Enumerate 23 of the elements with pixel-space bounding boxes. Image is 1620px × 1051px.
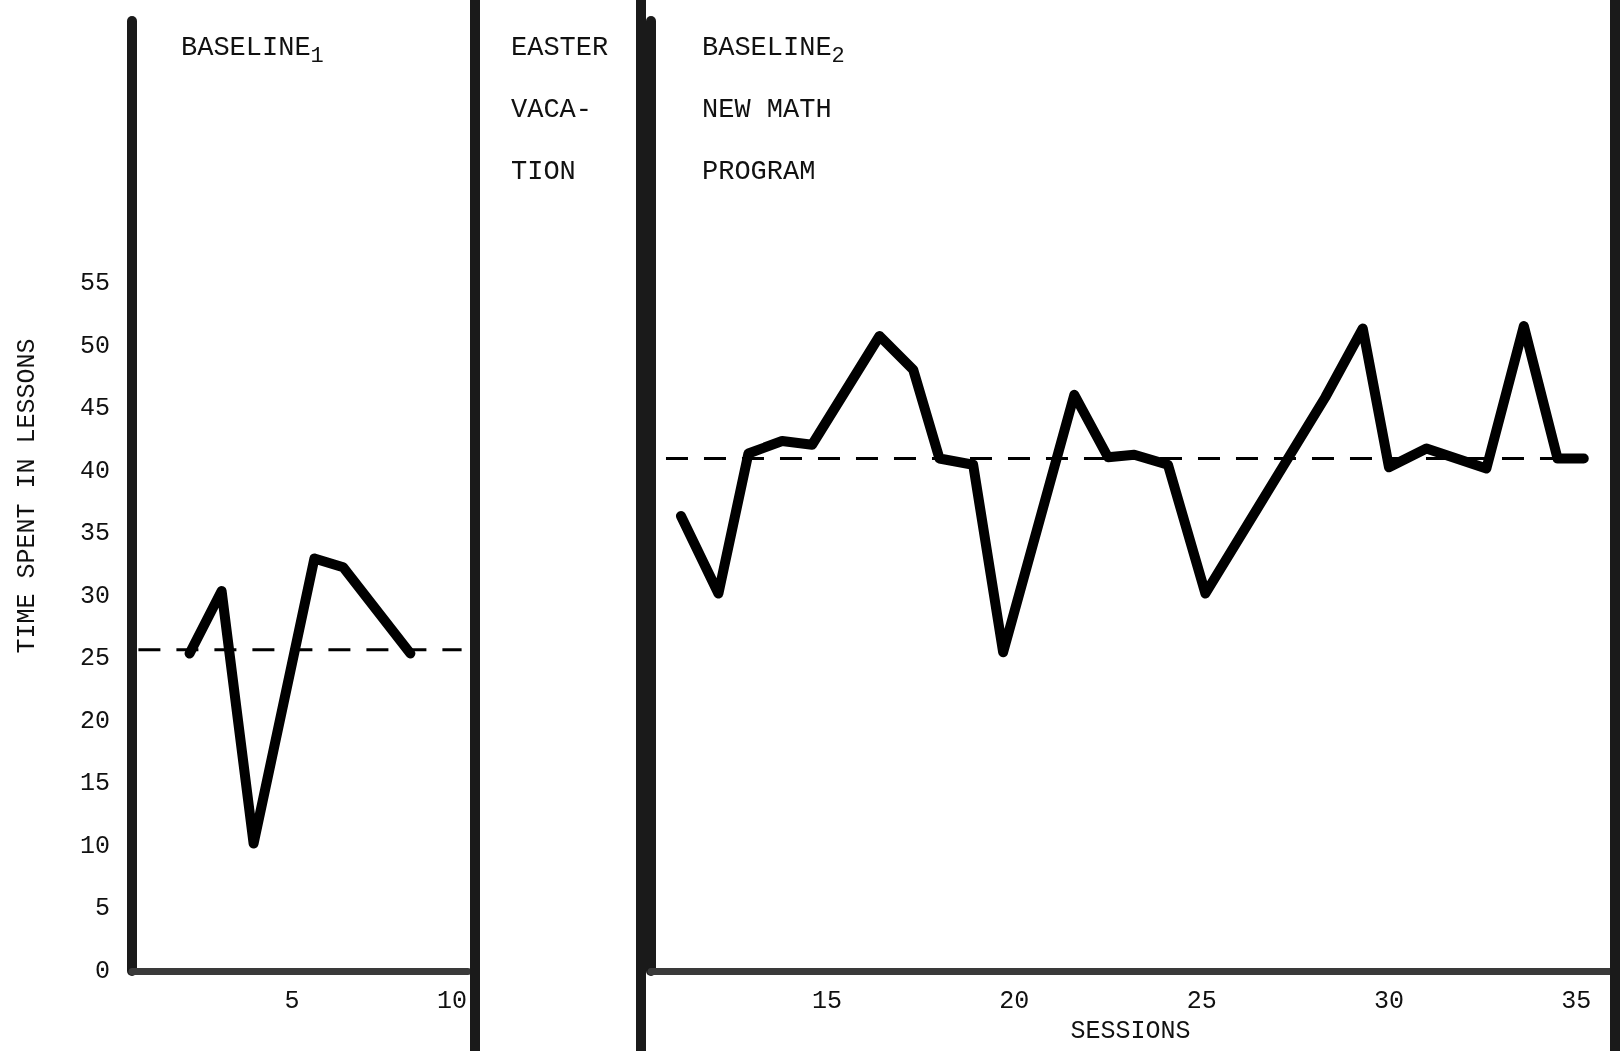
- y-tick-label: 50: [79, 331, 110, 361]
- x-tick-label: 15: [812, 987, 843, 1016]
- y-tick-label: 5: [94, 894, 110, 923]
- x-axis-title: SESSIONS: [1070, 1017, 1191, 1046]
- y-tick-label: 30: [79, 581, 110, 611]
- y-tick-label: 35: [79, 519, 110, 548]
- y-tick-label: 20: [79, 706, 110, 736]
- x-tick-label: 10: [436, 987, 468, 1016]
- y-tick-label: 25: [79, 644, 110, 673]
- y-tick-label: 0: [94, 956, 110, 986]
- x-tick-label: 20: [999, 987, 1030, 1016]
- x-tick-label: 5: [284, 987, 300, 1016]
- y-tick-label: 55: [79, 269, 110, 298]
- y-tick-label: 45: [79, 394, 110, 423]
- y-axis-title: TIME SPENT IN LESSONS: [13, 338, 42, 654]
- text: NEW MATH PROGRAM: [702, 95, 832, 187]
- x-tick-label: 35: [1561, 987, 1592, 1016]
- x-tick-label: 30: [1373, 987, 1404, 1016]
- y-tick-label: 15: [79, 769, 110, 798]
- text: EASTER VACA- TION: [511, 33, 609, 187]
- y-tick-label: 40: [79, 456, 110, 486]
- y-tick-label: 10: [79, 831, 110, 861]
- x-tick-label: 25: [1186, 987, 1217, 1016]
